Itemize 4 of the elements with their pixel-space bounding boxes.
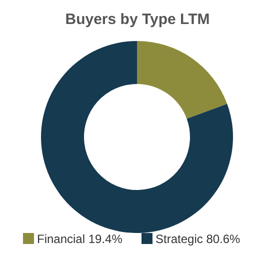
donut-slice [137, 41, 228, 119]
chart-title: Buyers by Type LTM [65, 11, 210, 28]
legend-label: Financial 19.4% [37, 232, 123, 246]
legend-label: Strategic 80.6% [156, 232, 241, 246]
